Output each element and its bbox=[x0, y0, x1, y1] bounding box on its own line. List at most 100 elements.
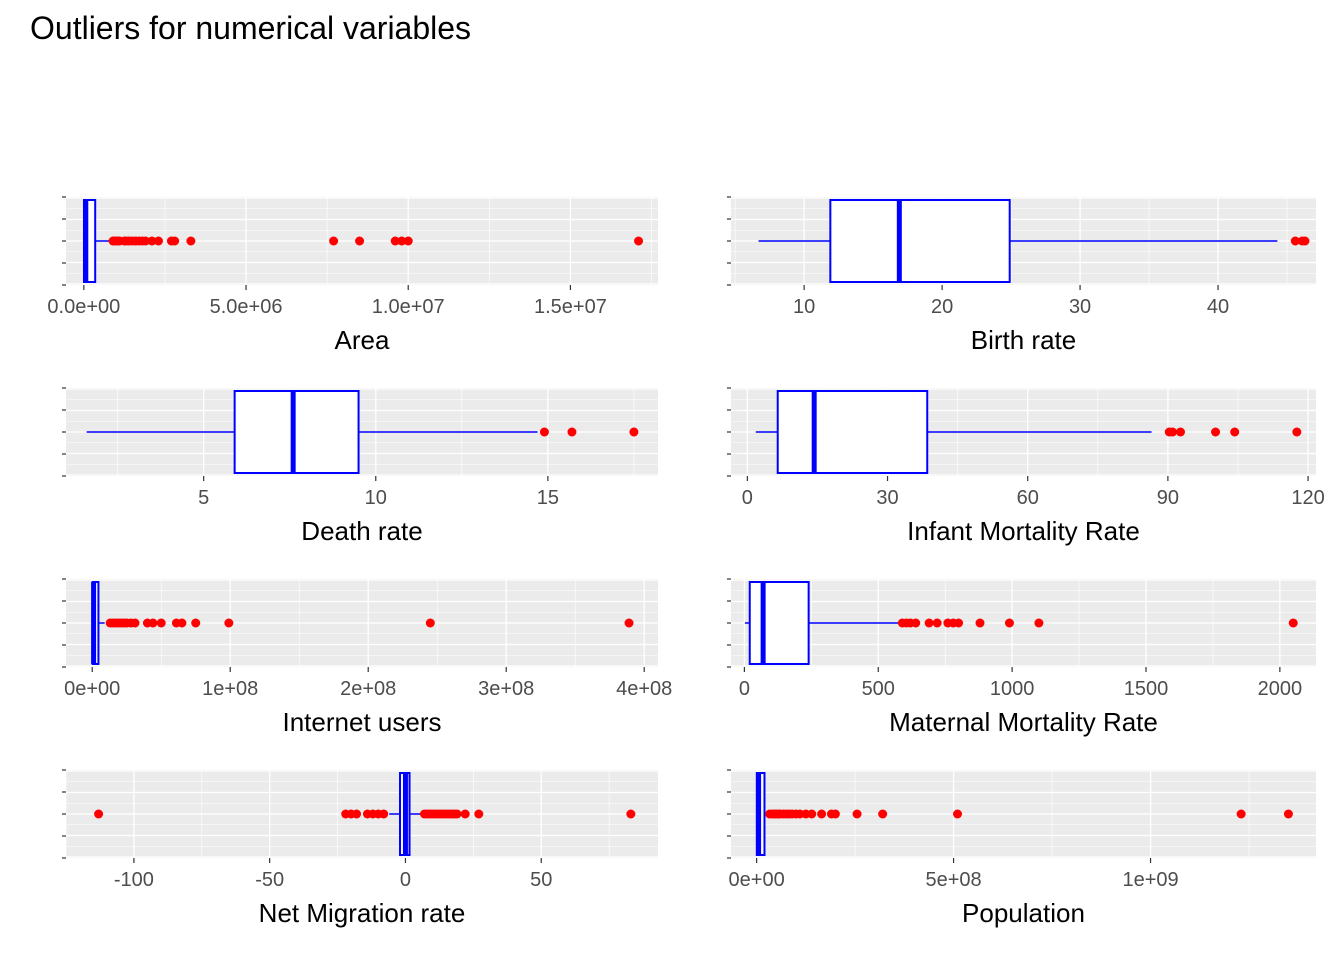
outlier-point bbox=[932, 618, 942, 628]
outlier-point bbox=[224, 618, 234, 628]
outlier-point bbox=[1211, 427, 1221, 437]
outlier-point bbox=[954, 618, 964, 628]
x-tick-label: 120 bbox=[1291, 487, 1324, 509]
outlier-point bbox=[1283, 809, 1293, 819]
outlier-point bbox=[390, 236, 400, 246]
outlier-point bbox=[153, 236, 163, 246]
iqr-box bbox=[233, 390, 360, 474]
facet-panel: -100 -50 0 50 Net Migration rate bbox=[62, 769, 658, 928]
outlier-point bbox=[953, 809, 963, 819]
x-tick-label: 50 bbox=[530, 869, 552, 891]
panel-contents bbox=[731, 770, 1316, 858]
x-tick-label: 60 bbox=[1017, 487, 1039, 509]
panel-contents bbox=[66, 197, 658, 285]
outlier-point bbox=[130, 618, 140, 628]
x-axis-title: Net Migration rate bbox=[259, 898, 466, 928]
x-tick-label: 0 bbox=[400, 869, 411, 891]
x-tick-label: 10 bbox=[365, 487, 387, 509]
outlier-point bbox=[186, 236, 196, 246]
outlier-point bbox=[352, 809, 362, 819]
outlier-point bbox=[830, 809, 840, 819]
outlier-point bbox=[539, 427, 549, 437]
outlier-point bbox=[425, 618, 435, 628]
outlier-point bbox=[379, 809, 389, 819]
x-tick-label: 0e+00 bbox=[64, 678, 120, 700]
x-tick-label: 0 bbox=[742, 487, 753, 509]
x-tick-label: 5e+08 bbox=[925, 869, 981, 891]
outlier-point bbox=[624, 618, 634, 628]
outlier-point bbox=[148, 618, 158, 628]
x-tick-label: 1e+09 bbox=[1122, 869, 1178, 891]
outlier-point bbox=[1288, 618, 1298, 628]
x-tick-label: 500 bbox=[862, 678, 895, 700]
x-tick-label: 3e+08 bbox=[478, 678, 534, 700]
x-axis-title: Infant Mortality Rate bbox=[907, 516, 1140, 546]
outlier-point bbox=[403, 236, 413, 246]
outlier-point bbox=[156, 618, 166, 628]
x-tick-label: 0e+00 bbox=[729, 869, 785, 891]
x-tick-label: 10 bbox=[793, 296, 815, 318]
panel-contents bbox=[731, 388, 1316, 476]
panel-contents bbox=[66, 579, 658, 667]
chart-title: Outliers for numerical variables bbox=[30, 10, 472, 46]
outlier-point bbox=[397, 236, 407, 246]
outlier-point bbox=[460, 809, 470, 819]
outlier-point bbox=[911, 618, 921, 628]
x-tick-label: 1e+08 bbox=[202, 678, 258, 700]
outlier-point bbox=[177, 618, 187, 628]
panel-contents bbox=[66, 770, 658, 858]
outlier-point bbox=[329, 236, 339, 246]
x-tick-label: -100 bbox=[114, 869, 154, 891]
outlier-point bbox=[567, 427, 577, 437]
x-axis-title: Internet users bbox=[283, 707, 442, 737]
outlier-point bbox=[975, 618, 985, 628]
outlier-point bbox=[852, 809, 862, 819]
outlier-point bbox=[452, 809, 462, 819]
panel-contents bbox=[66, 388, 658, 476]
x-tick-label: 30 bbox=[1069, 296, 1091, 318]
outlier-point bbox=[94, 809, 104, 819]
x-tick-label: 30 bbox=[876, 487, 898, 509]
x-tick-label: 90 bbox=[1157, 487, 1179, 509]
x-tick-label: 4e+08 bbox=[616, 678, 672, 700]
x-axis-title: Death rate bbox=[301, 516, 422, 546]
x-tick-label: 5.0e+06 bbox=[210, 296, 283, 318]
x-tick-label: 5 bbox=[198, 487, 209, 509]
outlier-point bbox=[1230, 427, 1240, 437]
x-tick-label: 20 bbox=[931, 296, 953, 318]
outlier-point bbox=[1004, 618, 1014, 628]
outlier-point bbox=[1034, 618, 1044, 628]
panel-contents bbox=[731, 197, 1316, 285]
panel-contents bbox=[731, 579, 1316, 667]
outlier-point bbox=[474, 809, 484, 819]
facet-panel: 5 10 15 Death rate bbox=[62, 387, 658, 546]
x-tick-label: 1.0e+07 bbox=[372, 296, 445, 318]
facet-panel: 0e+00 5e+08 1e+09 Population bbox=[727, 769, 1316, 928]
facet-panel: 0 30 60 90 120 Infant Mortality Rate bbox=[727, 387, 1325, 546]
iqr-box bbox=[776, 390, 929, 474]
x-tick-label: 15 bbox=[537, 487, 559, 509]
outlier-point bbox=[878, 809, 888, 819]
outlier-point bbox=[817, 809, 827, 819]
outlier-point bbox=[1236, 809, 1246, 819]
iqr-box bbox=[748, 581, 810, 665]
outlier-point bbox=[629, 427, 639, 437]
x-tick-label: -50 bbox=[255, 869, 284, 891]
x-tick-label: 0.0e+00 bbox=[47, 296, 120, 318]
iqr-box bbox=[829, 199, 1011, 283]
outlier-point bbox=[1292, 427, 1302, 437]
x-tick-label: 0 bbox=[739, 678, 750, 700]
facet-panel: 10 20 30 40 Birth rate bbox=[727, 196, 1316, 355]
outlier-point bbox=[147, 236, 157, 246]
outlier-point bbox=[1168, 427, 1178, 437]
facet-panel: 0.0e+00 5.0e+06 1.0e+07 1.5e+07 Area bbox=[47, 196, 658, 355]
x-tick-label: 1500 bbox=[1124, 678, 1169, 700]
outlier-point bbox=[634, 236, 644, 246]
x-tick-label: 1000 bbox=[990, 678, 1035, 700]
outlier-point bbox=[140, 236, 150, 246]
facet-panel: 0 500 1000 1500 2000 Maternal Mortality Rate bbox=[727, 578, 1316, 737]
x-tick-label: 1.5e+07 bbox=[534, 296, 607, 318]
x-tick-label: 2000 bbox=[1258, 678, 1303, 700]
outlier-point bbox=[170, 236, 180, 246]
